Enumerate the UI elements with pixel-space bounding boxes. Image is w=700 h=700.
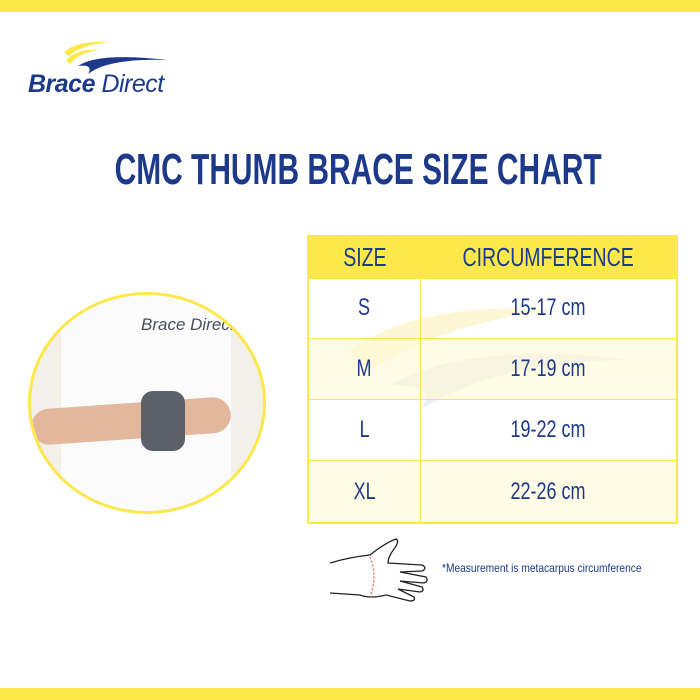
measurement-note: *Measurement is metacarpus circumference [442, 561, 642, 575]
size-cell: XL [307, 460, 421, 524]
hand-measurement-icon [330, 538, 428, 602]
table-row: L 19-22 cm [307, 399, 678, 462]
product-photo: Brace Direct [28, 292, 266, 514]
top-yellow-bar [0, 0, 700, 12]
page-title: CMC THUMB BRACE SIZE CHART [114, 145, 602, 194]
logo-swoosh-icon [64, 41, 168, 74]
circumference-cell: 15-17 cm [419, 277, 678, 340]
circumference-cell: 22-26 cm [419, 460, 678, 524]
brace-direct-logo: Brace Direct [28, 38, 198, 98]
size-cell: S [307, 277, 421, 340]
size-cell: L [307, 399, 421, 462]
bottom-yellow-bar [0, 688, 700, 700]
circumference-cell: 19-22 cm [419, 399, 678, 462]
table-row: XL 22-26 cm [307, 460, 678, 524]
header-circumference: CIRCUMFERENCE [420, 236, 677, 278]
shirt-logo: Brace Direct [141, 315, 235, 334]
header-size: SIZE [308, 236, 420, 278]
logo-brace: Brace [28, 70, 96, 98]
circumference-cell: 17-19 cm [419, 338, 678, 401]
logo-direct: Direct [101, 70, 164, 98]
size-table: SIZE CIRCUMFERENCE S 15-17 cm M 17-19 cm L… [307, 235, 678, 524]
size-cell: M [307, 338, 421, 401]
table-row: S 15-17 cm [307, 277, 678, 340]
thumb-brace [141, 391, 185, 451]
table-row: M 17-19 cm [307, 338, 678, 401]
